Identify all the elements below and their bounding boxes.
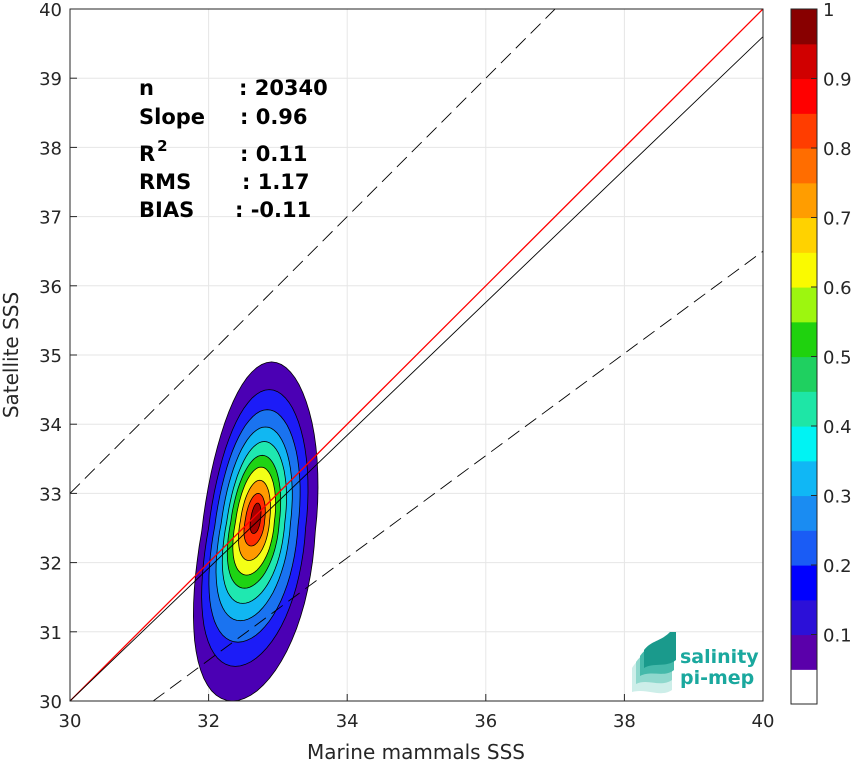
colorbar-segment: [791, 634, 817, 670]
colorbar-tick-label: 0.3: [823, 487, 852, 508]
y-tick-label: 30: [39, 692, 62, 713]
colorbar-segment: [791, 530, 817, 566]
colorbar-segment: [791, 113, 817, 149]
stat-n-label: n: [139, 76, 154, 100]
stat-n-value: : 20340: [239, 76, 328, 100]
y-tick-label: 39: [39, 69, 62, 90]
stat-rms-value: : 1.17: [242, 170, 310, 194]
y-axis-ticks: 30 31 32 33 34 35 36 37 38 39 40: [39, 0, 77, 713]
salinity-pi-mep-logo: salinity pi-mep: [632, 632, 759, 694]
colorbar-segment: [791, 426, 817, 462]
colorbar: [790, 8, 818, 705]
x-tick-label: 36: [474, 711, 497, 732]
wave-icon: [632, 632, 676, 694]
colorbar-tick-label: 0.1: [823, 626, 852, 647]
colorbar-segment: [791, 287, 817, 323]
x-axis-ticks: 30 32 34 36 38 40: [59, 694, 775, 732]
y-tick-label: 32: [39, 554, 62, 575]
colorbar-segment: [791, 669, 817, 705]
colorbar-segment: [791, 182, 817, 219]
colorbar-segment: [791, 391, 817, 427]
colorbar-tick-label: 1: [823, 0, 834, 21]
y-tick-label: 36: [39, 277, 62, 298]
colorbar-segment: [791, 78, 817, 114]
logo-line2: pi-mep: [680, 667, 754, 689]
x-tick-label: 38: [613, 711, 636, 732]
colorbar-segment: [791, 599, 817, 636]
y-tick-label: 40: [39, 0, 62, 21]
stat-bias-value: : -0.11: [235, 198, 311, 222]
stat-r2-sup: 2: [157, 137, 167, 155]
y-tick-label: 37: [39, 208, 62, 229]
colorbar-segment: [791, 356, 817, 392]
colorbar-segment: [791, 565, 817, 601]
y-tick-label: 33: [39, 484, 62, 505]
y-axis-label: Satellite SSS: [0, 292, 23, 418]
stat-rms-label: RMS: [139, 170, 191, 194]
x-tick-label: 32: [197, 711, 220, 732]
colorbar-segment: [791, 43, 817, 80]
colorbar-tick-label: 0.5: [823, 348, 852, 369]
colorbar-segment: [791, 252, 817, 288]
colorbar-tick-label: 0.7: [823, 209, 852, 230]
colorbar-tick-label: 0.8: [823, 139, 852, 160]
colorbar-segment: [791, 460, 817, 497]
colorbar-segment: [791, 321, 817, 358]
logo-line1: salinity: [680, 646, 759, 668]
reference-lines: [70, 9, 763, 701]
colorbar-tick-label: 0.9: [823, 70, 852, 91]
density-contours: [192, 361, 319, 701]
x-tick-label: 40: [752, 711, 775, 732]
x-tick-label: 34: [336, 711, 359, 732]
colorbar-segment: [791, 217, 817, 253]
y-tick-label: 31: [39, 623, 62, 644]
stat-bias-label: BIAS: [139, 198, 194, 222]
colorbar-tick-label: 0.2: [823, 556, 852, 577]
colorbar-ticks: 0.1 0.2 0.3 0.4 0.5 0.6 0.7 0.8 0.9 1: [811, 0, 852, 647]
stat-slope-value: : 0.96: [240, 105, 308, 129]
stat-slope-label: Slope: [139, 105, 205, 129]
x-tick-label: 30: [59, 711, 82, 732]
colorbar-segment: [791, 495, 817, 531]
x-axis-label: Marine mammals SSS: [307, 740, 525, 764]
colorbar-tick-label: 0.4: [823, 417, 852, 438]
lower-bound-line: [152, 250, 763, 701]
y-tick-label: 35: [39, 346, 62, 367]
stat-r2-base: R: [139, 142, 155, 166]
y-tick-label: 34: [39, 415, 62, 436]
colorbar-segment: [791, 9, 817, 45]
regression-line: [70, 36, 763, 701]
colorbar-tick-label: 0.6: [823, 278, 852, 299]
stat-r2-value: : 0.11: [240, 142, 308, 166]
identity-line: [70, 9, 763, 701]
colorbar-segment: [791, 148, 817, 184]
upper-bound-line: [70, 9, 556, 494]
y-tick-label: 38: [39, 138, 62, 159]
